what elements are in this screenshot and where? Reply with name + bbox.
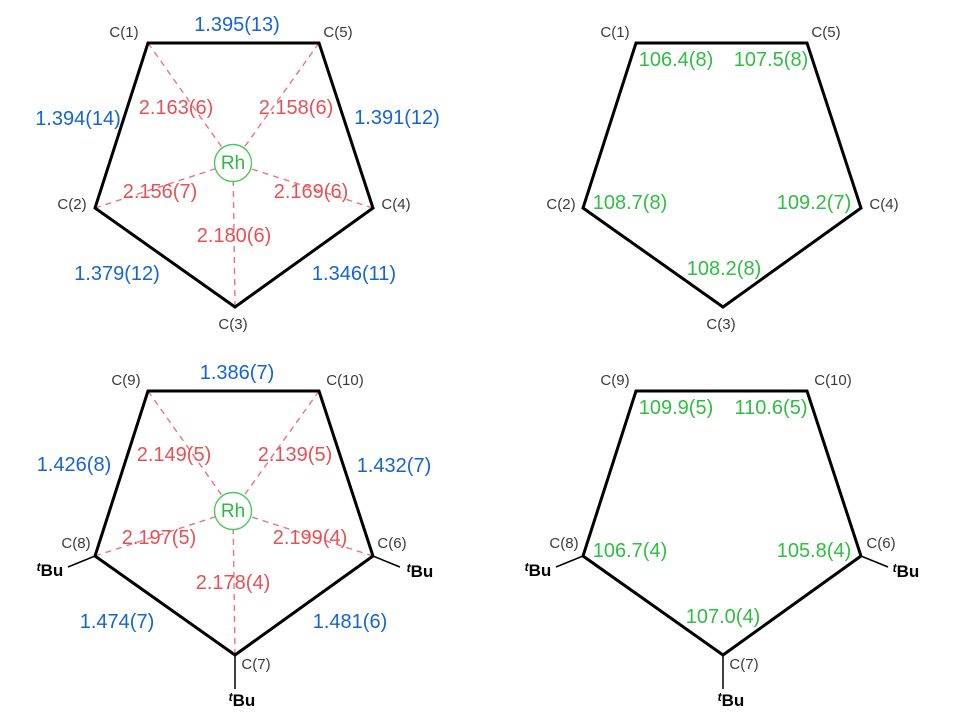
atom-label: C(4) (869, 196, 898, 213)
rh-c-dashed-line (232, 42, 320, 164)
atom-label: C(8) (61, 535, 90, 552)
atom-label: C(1) (109, 24, 138, 41)
rh-atom-circle (213, 143, 253, 183)
bond-length-label: 1.379(12) (74, 263, 160, 285)
atom-label: C(6) (377, 535, 406, 552)
rh-distance-label: 2.163(6) (139, 97, 214, 119)
tbu-label: tBu (37, 560, 64, 580)
rh-distance-label: 2.169(6) (274, 181, 349, 203)
bond-angle-label: 110.6(5) (734, 397, 807, 419)
rh-distance-label: 2.178(4) (196, 572, 271, 594)
atom-label: C(7) (241, 656, 270, 673)
bond-angle-label: 109.9(5) (639, 397, 714, 419)
panel-top-right-angles: C(1) C(5) C(2) C(4) C(3) 106.4(8) 107.5(… (546, 24, 898, 333)
cp-ring-outline (93, 41, 375, 309)
atom-label: C(1) (600, 24, 629, 41)
atom-label: C(4) (381, 196, 410, 213)
cp-ring-outline (93, 389, 375, 657)
bond-length-label: 1.481(6) (313, 611, 388, 633)
rh-distance-label: 2.149(5) (137, 444, 212, 466)
cp-ring-outline (581, 389, 863, 657)
bond-angle-label: 107.0(4) (686, 606, 761, 628)
atom-label: C(8) (549, 535, 578, 552)
rh-distance-label: 2.139(5) (258, 444, 333, 466)
atom-label: C(7) (729, 656, 758, 673)
bond-angle-label: 106.4(8) (639, 49, 714, 71)
panel-bottom-left-bond-lengths: Rh C(9) C(10) C(8) C(6) C(7) tBu tBu tBu… (37, 362, 434, 710)
atom-label: C(5) (811, 24, 840, 41)
rh-distance-label: 2.180(6) (197, 225, 272, 247)
atom-label: C(10) (814, 372, 852, 389)
tbu-label: tBu (893, 561, 920, 581)
atom-label: C(3) (218, 316, 247, 333)
atom-label: C(10) (326, 372, 364, 389)
tbu-bond (555, 555, 584, 568)
bond-angle-label: 109.2(7) (777, 192, 852, 214)
tbu-bond (372, 555, 401, 568)
rh-distance-label: 2.197(5) (122, 527, 197, 549)
bond-length-label: 1.426(8) (37, 454, 112, 476)
rh-label: Rh (221, 501, 245, 522)
rh-c-dashed-line (147, 42, 234, 164)
bond-length-label: 1.386(7) (200, 362, 275, 384)
panel-bottom-right-angles: C(9) C(10) C(8) C(6) C(7) tBu tBu tBu 10… (525, 372, 920, 710)
tbu-label: tBu (525, 560, 552, 580)
panel-top-left-bond-lengths: Rh C(1) C(5) C(2) C(4) C(3) 1.395(13) 1.… (35, 14, 440, 333)
rh-c-dashed-line (232, 162, 374, 209)
bond-length-label: 1.391(12) (354, 107, 440, 129)
rh-c-dashed-line (147, 390, 234, 512)
rh-distance-label: 2.156(7) (123, 181, 198, 203)
rh-c-dashed-line (94, 162, 234, 209)
rh-c-dashed-line (232, 162, 236, 308)
cp-ring-outline (581, 41, 863, 309)
tbu-bond (67, 555, 96, 568)
atom-label: C(2) (57, 196, 86, 213)
rh-distance-label: 2.158(6) (259, 97, 334, 119)
rh-atom-circle (213, 491, 253, 531)
bond-angle-label: 108.2(8) (687, 258, 762, 280)
rh-c-dashed-line (232, 390, 320, 512)
rh-distance-label: 2.199(4) (273, 527, 348, 549)
bond-angle-label: 108.7(8) (593, 192, 668, 214)
bond-length-label: 1.394(14) (35, 108, 121, 130)
atom-label: C(9) (111, 372, 140, 389)
atom-label: C(2) (546, 196, 575, 213)
atom-label: C(3) (706, 316, 735, 333)
bond-length-label: 1.432(7) (357, 455, 432, 477)
rh-c-dashed-line (232, 510, 374, 557)
bond-length-label: 1.474(7) (80, 611, 155, 633)
tbu-bond (860, 555, 889, 568)
bond-angle-label: 105.8(4) (777, 540, 852, 562)
tbu-label: tBu (407, 561, 434, 581)
atom-label: C(6) (866, 535, 895, 552)
bond-length-label: 1.346(11) (312, 263, 396, 285)
tbu-label: tBu (229, 690, 256, 710)
bond-angle-label: 106.7(4) (593, 540, 668, 562)
bond-length-label: 1.395(13) (194, 14, 280, 36)
rh-c-dashed-line (232, 510, 236, 656)
bond-angle-label: 107.5(8) (734, 49, 809, 71)
rh-c-dashed-line (94, 510, 234, 557)
atom-label: C(9) (600, 372, 629, 389)
tbu-label: tBu (718, 690, 745, 710)
atom-label: C(5) (323, 24, 352, 41)
rh-label: Rh (221, 153, 245, 174)
